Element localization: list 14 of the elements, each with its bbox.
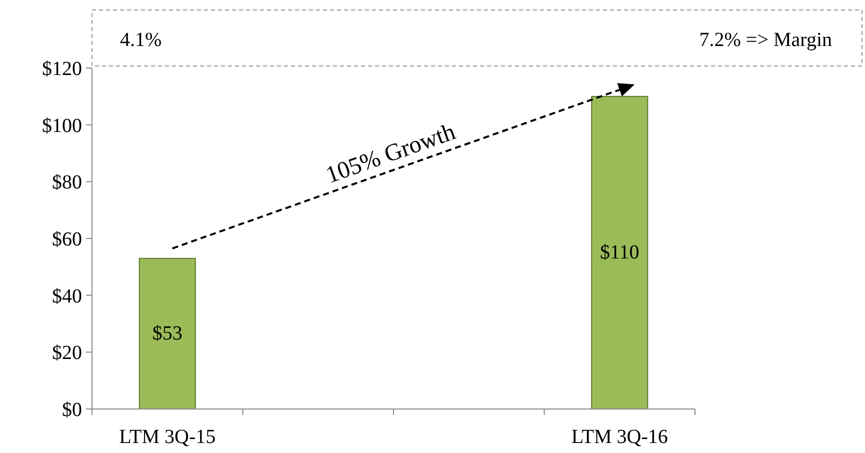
- annotation: 105% Growth: [322, 119, 459, 189]
- y-tick-label: $120: [42, 58, 82, 80]
- y-tick-label: $0: [62, 399, 82, 421]
- y-tick-label: $100: [42, 114, 82, 137]
- x-tick-label: LTM 3Q-15: [119, 426, 216, 448]
- y-tick-label: $20: [52, 342, 82, 364]
- x-tick-label: LTM 3Q-16: [571, 426, 668, 448]
- y-tick-label: $80: [52, 172, 82, 194]
- y-tick-label: $40: [52, 285, 82, 308]
- text: 4.1%: [120, 29, 162, 51]
- data-label: $110: [600, 242, 640, 264]
- text: 7.2% => Margin: [699, 29, 832, 51]
- y-tick-label: $60: [52, 228, 82, 250]
- data-label: $53: [152, 322, 182, 345]
